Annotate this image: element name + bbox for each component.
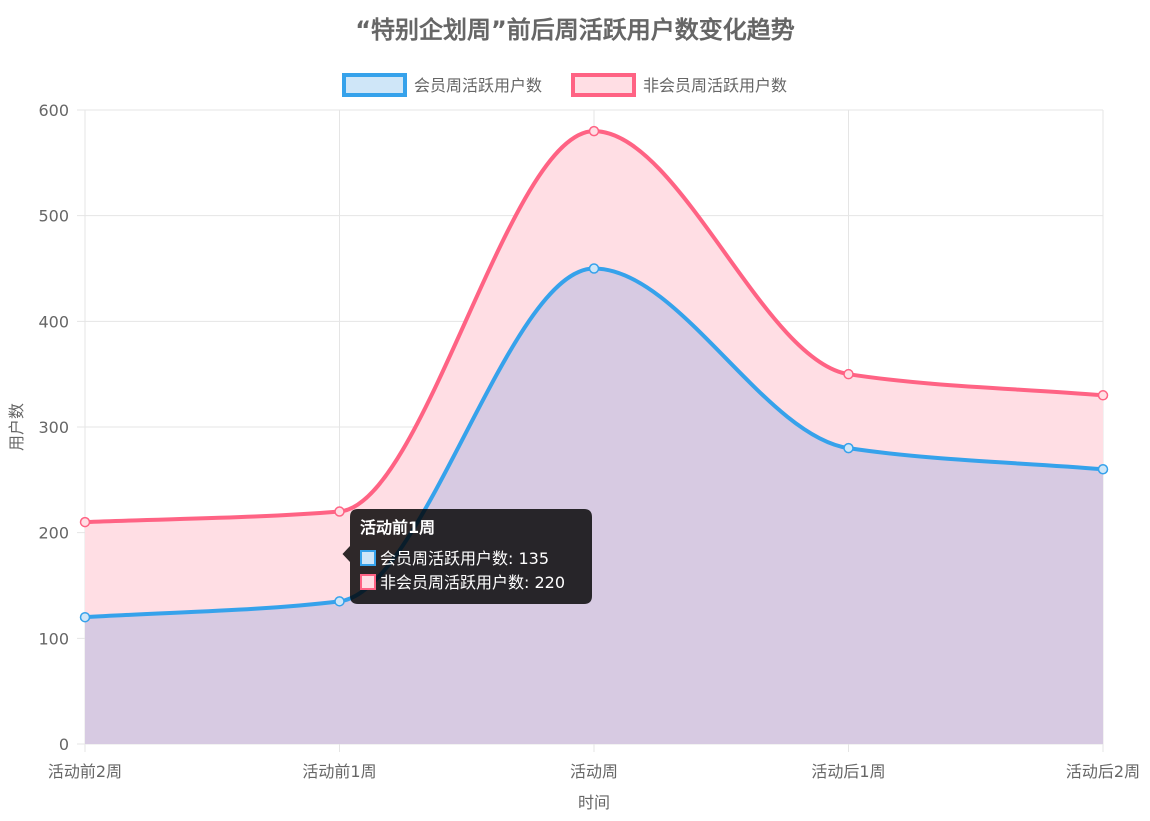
series-lines xyxy=(83,129,1105,620)
legend-label-1: 非会员周活跃用户数 xyxy=(643,76,787,95)
series-1-line xyxy=(83,129,1105,525)
tooltip-swatch-0 xyxy=(360,550,376,566)
y-tick-label-2: 200 xyxy=(38,524,69,543)
x-tick-label-1: 活动前1周 xyxy=(302,762,376,781)
series-0-point-2[interactable] xyxy=(588,263,600,274)
y-tick-label-5: 500 xyxy=(38,207,69,226)
area-fills xyxy=(85,131,1103,744)
series-0-area xyxy=(85,268,1103,744)
chart-title: “特别企划周”前后周活跃用户数变化趋势 xyxy=(355,16,795,44)
series-1-point-3[interactable] xyxy=(843,368,854,380)
y-tick-label-6: 600 xyxy=(38,101,69,120)
series-1-point-0[interactable] xyxy=(79,516,91,528)
data-points[interactable] xyxy=(79,125,1109,623)
series-1-point-1[interactable] xyxy=(334,506,345,517)
legend[interactable]: 会员周活跃用户数 非会员周活跃用户数 xyxy=(342,73,787,97)
legend-swatch-0 xyxy=(342,73,407,97)
series-0-point-1[interactable] xyxy=(334,596,345,607)
x-tick-label-3: 活动后1周 xyxy=(811,762,885,781)
legend-item-0[interactable]: 会员周活跃用户数 xyxy=(342,73,542,97)
series-1-point-2[interactable] xyxy=(588,125,600,137)
series-0-point-3[interactable] xyxy=(843,442,854,454)
tooltip-background xyxy=(342,509,592,604)
y-tick-label-4: 400 xyxy=(38,312,69,331)
x-tick-label-4: 活动后2周 xyxy=(1066,762,1140,781)
series-0-point-4[interactable] xyxy=(1097,464,1109,475)
y-tick-label-1: 100 xyxy=(38,629,69,648)
legend-item-1[interactable]: 非会员周活跃用户数 xyxy=(571,73,787,97)
legend-swatch-1 xyxy=(571,73,636,97)
series-0-line xyxy=(83,266,1105,620)
y-axis-ticks: 0 100 200 300 400 500 600 xyxy=(38,101,69,754)
x-axis-title: 时间 xyxy=(578,793,610,812)
x-axis-ticks: 活动前2周 活动前1周 活动周 活动后1周 活动后2周 xyxy=(48,762,1140,781)
tooltip-item-1: 非会员周活跃用户数: 220 xyxy=(380,573,565,592)
y-tick-label-0: 0 xyxy=(59,735,69,754)
y-tick-label-3: 300 xyxy=(38,418,69,437)
tooltip-title: 活动前1周 xyxy=(360,518,435,537)
x-tick-label-0: 活动前2周 xyxy=(48,762,122,781)
legend-label-0: 会员周活跃用户数 xyxy=(414,76,542,95)
x-tick-label-2: 活动周 xyxy=(570,762,618,781)
tooltip-item-0: 会员周活跃用户数: 135 xyxy=(380,549,549,568)
series-0-point-0[interactable] xyxy=(79,611,91,623)
tooltip-swatch-1 xyxy=(360,574,376,590)
series-1-point-4[interactable] xyxy=(1097,390,1109,401)
y-axis-title: 用户数 xyxy=(7,403,26,451)
